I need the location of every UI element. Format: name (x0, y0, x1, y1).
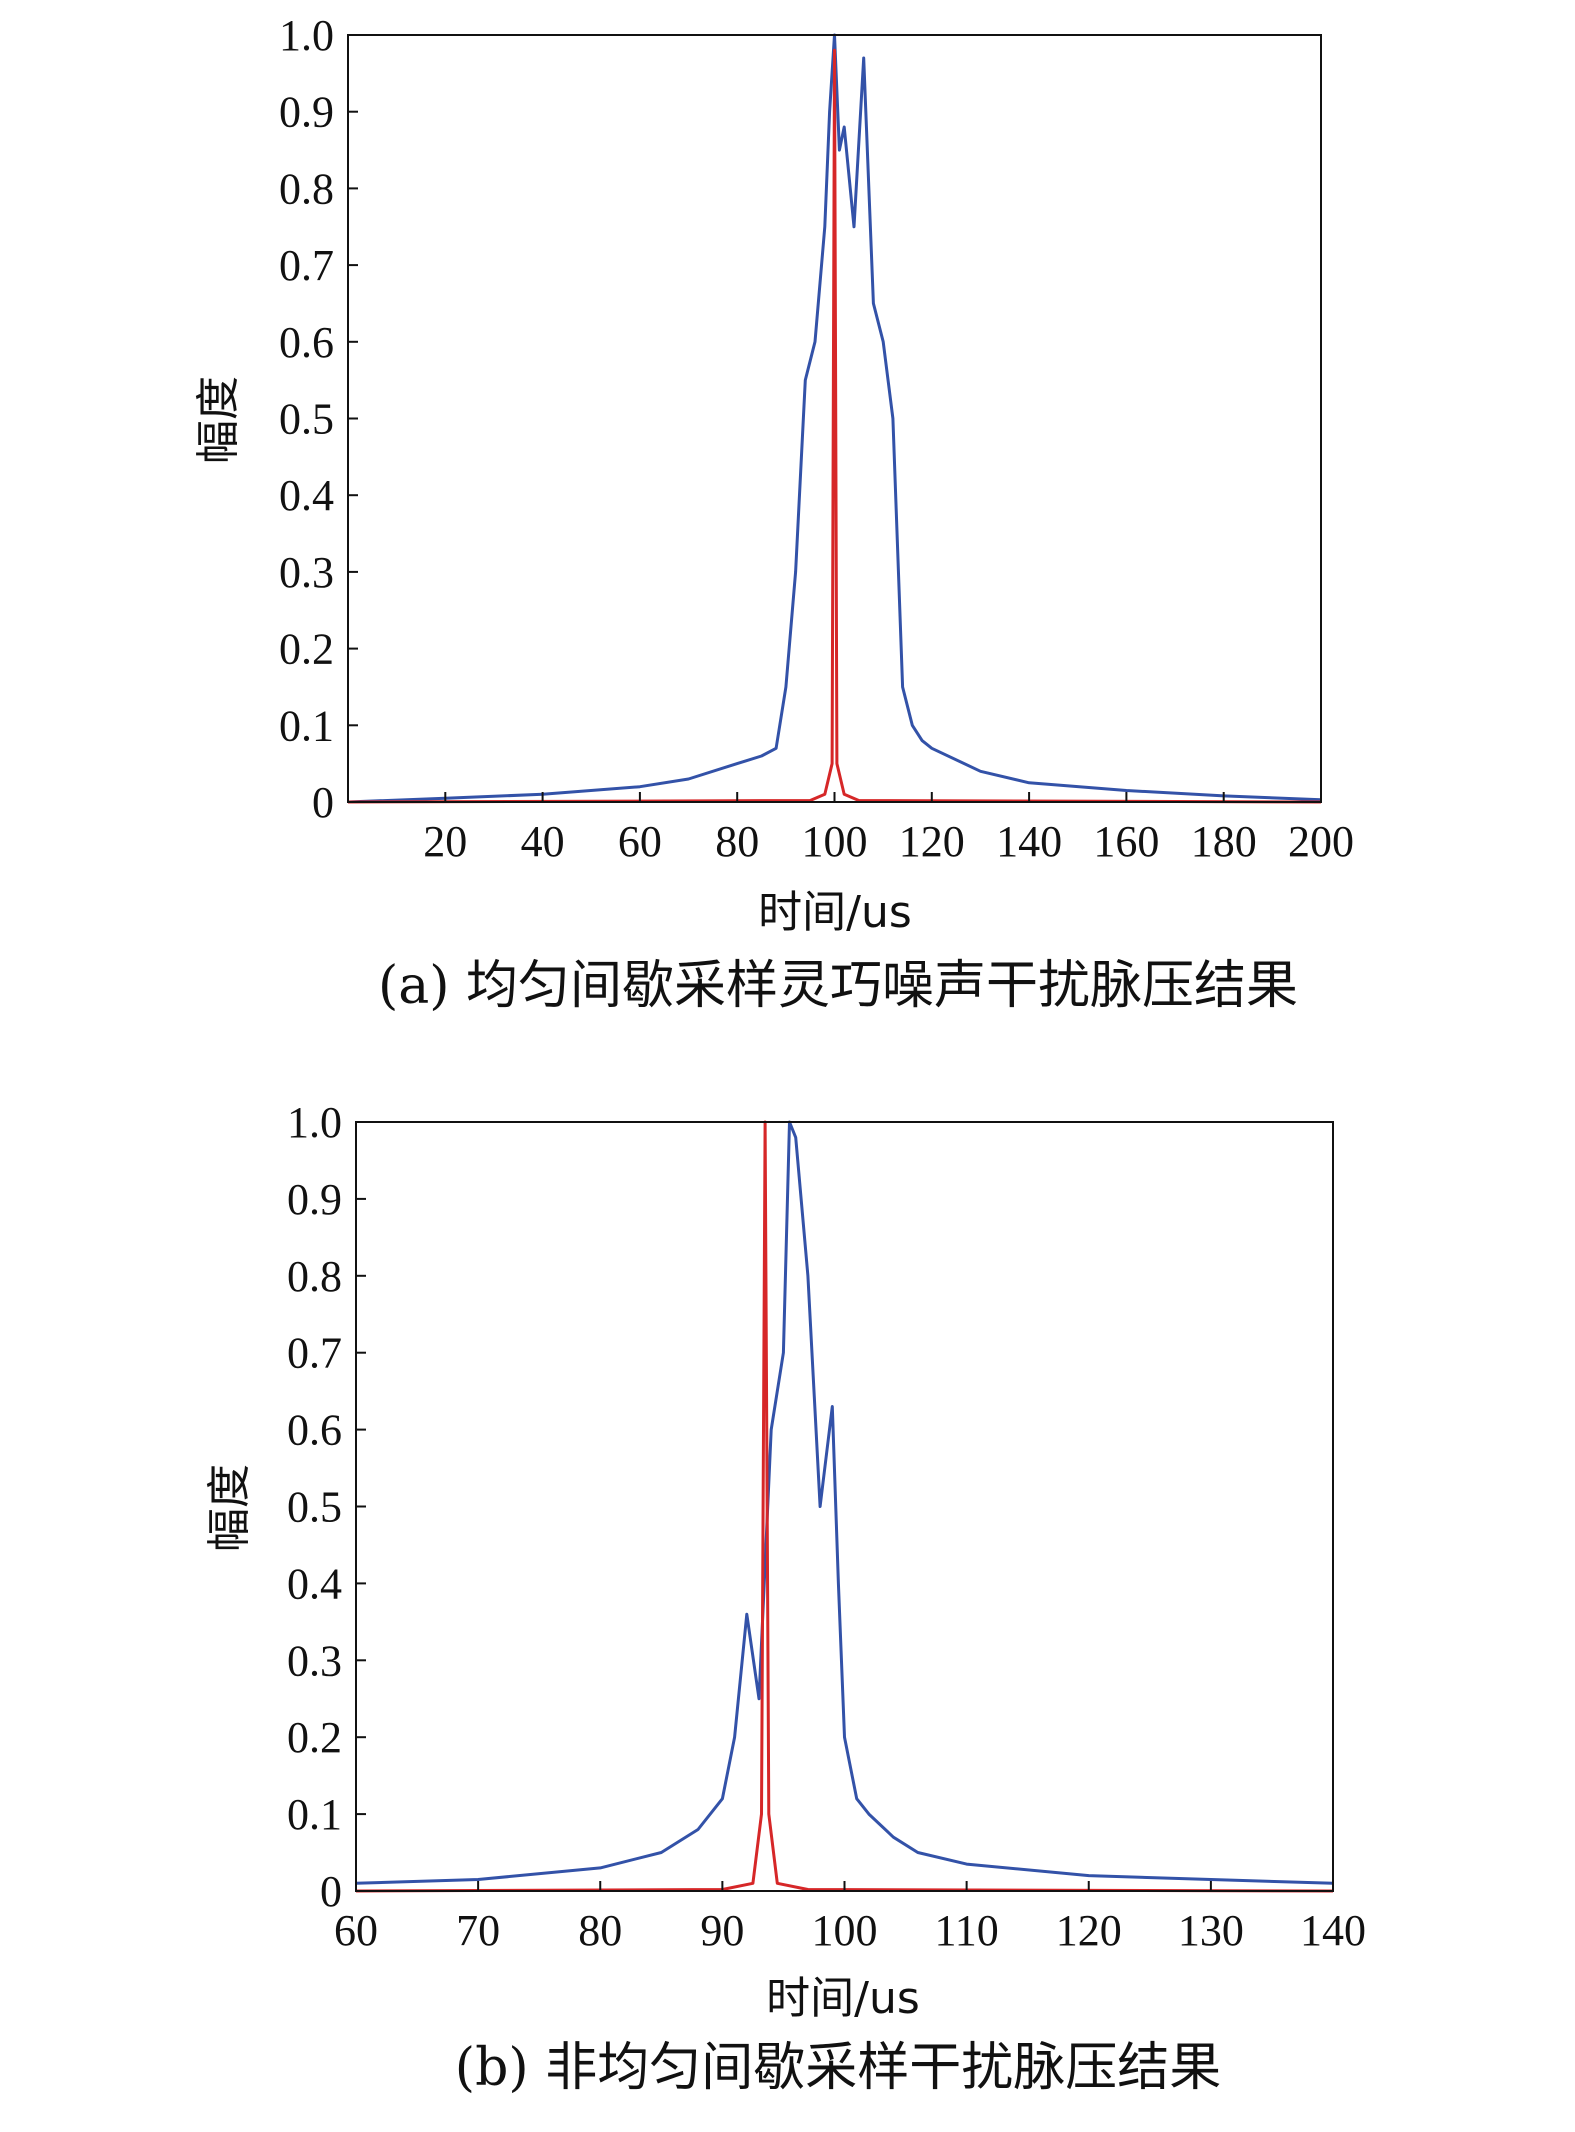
chart-b-ytick-label: 0.2 (287, 1713, 342, 1762)
chart-b-series-group (355, 1120, 1334, 1893)
chart-b: 60 70 80 90 100 110 120 130 140 0 0.1 0.2 0.3 0.4 0.5 0… (204, 1098, 1366, 2098)
chart-a-ytick-label: 0.7 (279, 241, 334, 290)
chart-a-ylabel: 幅度 (193, 376, 244, 464)
chart-b-xlabel: 时间/us (766, 1973, 920, 2024)
chart-a-xtick-label: 200 (1288, 817, 1354, 866)
chart-a-xtick-label: 160 (1093, 817, 1159, 866)
chart-a-ytick-label: 0.8 (279, 164, 334, 213)
chart-a-ytick-label: 0.2 (279, 625, 334, 674)
chart-a-xlabel: 时间/us (758, 887, 912, 938)
chart-b-ytick-label: 0.9 (287, 1175, 342, 1224)
chart-b-ylabel: 幅度 (204, 1464, 255, 1552)
chart-b-ytick-label: 1.0 (287, 1098, 342, 1147)
chart-b-xtick-label: 110 (934, 1906, 998, 1955)
chart-b-xtick-label: 90 (700, 1906, 744, 1955)
chart-b-ytick-label: 0.7 (287, 1329, 342, 1378)
chart-b-axes-frame (355, 1121, 1334, 1892)
chart-a-series-group (347, 33, 1322, 804)
chart-a-ytick-label: 1.0 (279, 11, 334, 60)
chart-a-ytick-label: 0.9 (279, 88, 334, 137)
chart-a-ytick-label: 0.3 (279, 548, 334, 597)
chart-a-ticks-group: 20 40 60 80 100 120 140 160 180 200 0 0.1 0.2 0.3 0.4 0… (279, 11, 1354, 866)
chart-b-xtick-label: 100 (812, 1906, 878, 1955)
chart-b-ytick-label: 0.1 (287, 1790, 342, 1839)
chart-a-xtick-label: 180 (1191, 817, 1257, 866)
chart-b-xtick-label: 70 (456, 1906, 500, 1955)
chart-a-xtick-label: 20 (423, 817, 467, 866)
chart-a-axes-frame (347, 34, 1322, 803)
chart-b-ytick-label: 0.8 (287, 1252, 342, 1301)
chart-b-xtick-label: 80 (578, 1906, 622, 1955)
chart-a-ytick-label: 0.6 (279, 318, 334, 367)
chart-b-series-1 (355, 1120, 1334, 1893)
chart-b-xtick-label: 120 (1056, 1906, 1122, 1955)
chart-b-ytick-label: 0.5 (287, 1483, 342, 1532)
chart-a-xtick-label: 140 (996, 817, 1062, 866)
chart-b-ytick-label: 0.4 (287, 1559, 342, 1608)
chart-a-caption: (a) 均匀间歇采样灵巧噪声干扰脉压结果 (378, 956, 1298, 1016)
chart-a-ytick-label: 0 (312, 778, 334, 827)
chart-a-ytick-label: 0.5 (279, 395, 334, 444)
chart-a-xtick-label: 100 (802, 817, 868, 866)
chart-a-xtick-label: 80 (715, 817, 759, 866)
chart-b-ticks-group: 60 70 80 90 100 110 120 130 140 0 0.1 0.2 0.3 0.4 0.5 0… (287, 1098, 1366, 1955)
chart-a-ytick-label: 0.1 (279, 701, 334, 750)
chart-a-xtick-label: 40 (521, 817, 565, 866)
chart-b-ytick-label: 0 (320, 1867, 342, 1916)
chart-b-xtick-label: 140 (1300, 1906, 1366, 1955)
chart-b-caption: (b) 非均匀间歇采样干扰脉压结果 (455, 2038, 1221, 2098)
chart-a-ytick-label: 0.4 (279, 471, 334, 520)
chart-b-ytick-label: 0.6 (287, 1406, 342, 1455)
chart-b-ytick-label: 0.3 (287, 1636, 342, 1685)
chart-b-series-0 (355, 1120, 1334, 1885)
chart-b-xtick-label: 130 (1178, 1906, 1244, 1955)
chart-a: 20 40 60 80 100 120 140 160 180 200 0 0.1 0.2 0.3 0.4 0… (193, 11, 1354, 1016)
chart-a-xtick-label: 120 (899, 817, 965, 866)
chart-a-series-1 (347, 48, 1322, 804)
chart-b-xtick-label: 60 (334, 1906, 378, 1955)
chart-a-xtick-label: 60 (618, 817, 662, 866)
chart-a-series-0 (347, 33, 1322, 804)
